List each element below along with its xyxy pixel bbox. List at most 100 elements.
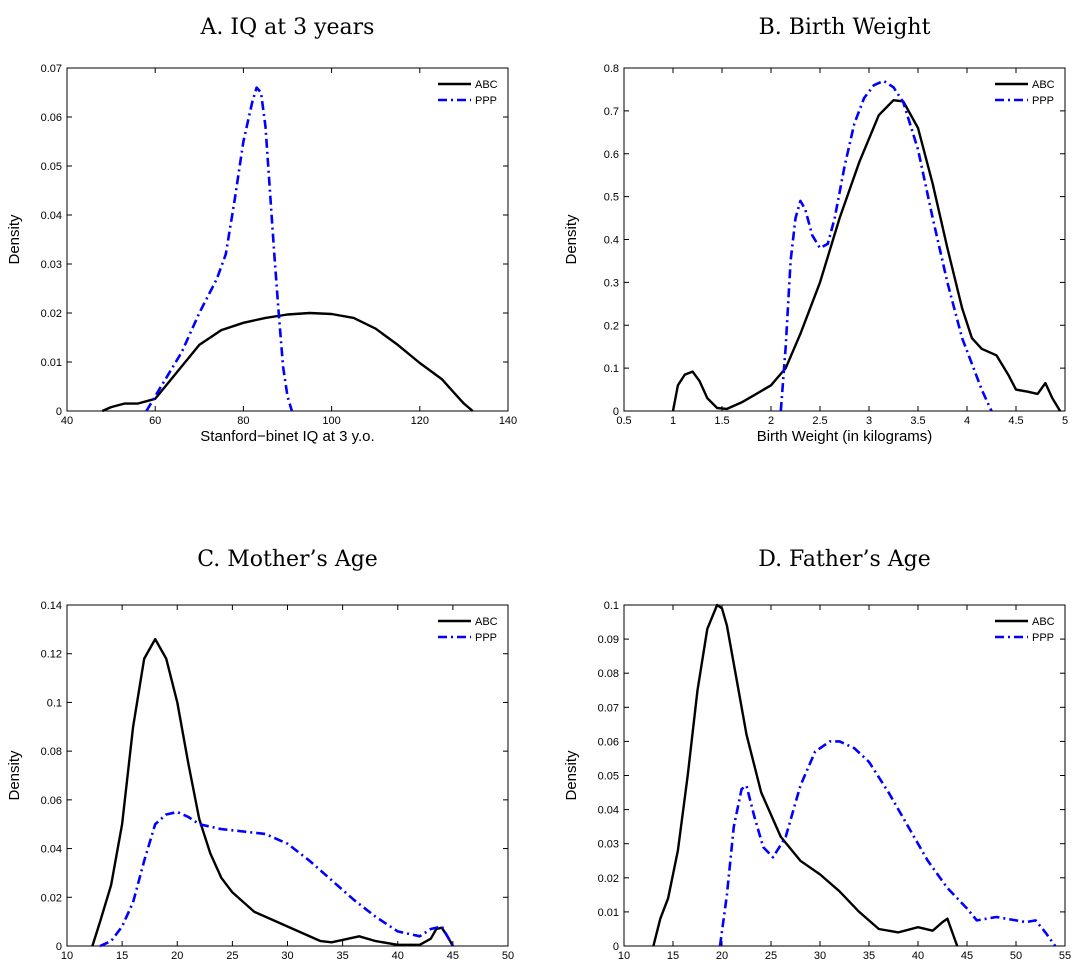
chart-c-axes-box bbox=[66, 604, 509, 947]
chart-d-xtick-label: 55 bbox=[1059, 950, 1071, 960]
chart-c-ylabel: Density bbox=[6, 750, 23, 801]
chart-a-ytick-label: 0.07 bbox=[41, 63, 62, 75]
chart-c-ytick-label: 0.04 bbox=[41, 844, 62, 856]
chart-c-xtick-label: 25 bbox=[226, 950, 238, 960]
chart-a-legend-abc-label: ABC bbox=[475, 79, 498, 91]
chart-d-series-ppp-line bbox=[718, 740, 1057, 947]
chart-d-xtick-label: 15 bbox=[667, 950, 679, 960]
chart-d-ytick-label: 0.06 bbox=[598, 736, 619, 748]
chart-b-xtick-label: 3 bbox=[866, 415, 872, 427]
chart-c-xtick-label: 40 bbox=[392, 950, 404, 960]
chart-b-ylabel: Density bbox=[563, 214, 580, 265]
chart-b-xtick-label: 3.5 bbox=[910, 415, 925, 427]
chart-b-ytick-label: 0.5 bbox=[604, 192, 619, 204]
chart-a-title: A. IQ at 3 years bbox=[200, 15, 375, 40]
chart-b-ytick-label: 0.3 bbox=[604, 277, 619, 289]
chart-a-xtick-label: 80 bbox=[237, 415, 249, 427]
chart-b-xtick-label: 2 bbox=[768, 415, 774, 427]
chart-b-xtick-label: 1.5 bbox=[714, 415, 729, 427]
chart-a-ytick-label: 0.06 bbox=[41, 112, 62, 124]
chart-c-xtick-label: 45 bbox=[447, 950, 459, 960]
chart-c-legend-abc-label: ABC bbox=[475, 616, 498, 628]
chart-c-xtick-label: 50 bbox=[502, 950, 514, 960]
chart-c: C. Mother’s Age 10 15 20 25 30 35 40 45 50 0 0.02 0.… bbox=[6, 547, 514, 960]
chart-a-legend-ppp-label: PPP bbox=[475, 95, 497, 107]
chart-a-xlabel: Stanford−binet IQ at 3 y.o. bbox=[200, 428, 374, 445]
chart-a-ytick-label: 0.01 bbox=[41, 357, 62, 369]
chart-d-ytick-label: 0 bbox=[613, 941, 619, 953]
chart-a-series-ppp-line bbox=[145, 86, 294, 412]
chart-d-xtick-label: 25 bbox=[765, 950, 777, 960]
chart-c-ytick-label: 0.14 bbox=[41, 600, 62, 612]
chart-a-series-abc-line bbox=[101, 311, 474, 413]
chart-b-series-abc-line bbox=[671, 98, 1062, 412]
chart-b-xtick-label: 0.5 bbox=[616, 415, 631, 427]
chart-d-ytick-label: 0.05 bbox=[598, 771, 619, 783]
chart-a-xtick-label: 140 bbox=[499, 415, 517, 427]
chart-a-ylabel: Density bbox=[6, 214, 23, 265]
chart-b-legend-ppp-label: PPP bbox=[1032, 95, 1054, 107]
chart-b-xlabel: Birth Weight (in kilograms) bbox=[757, 428, 933, 445]
chart-d-series-abc-line bbox=[652, 603, 959, 947]
chart-b-ytick-label: 0.7 bbox=[604, 106, 619, 118]
chart-b-ytick-label: 0.6 bbox=[604, 149, 619, 161]
chart-a-ytick-label: 0.05 bbox=[41, 161, 62, 173]
chart-c-legend-ppp-label: PPP bbox=[475, 632, 497, 644]
chart-a-axes-box bbox=[66, 67, 509, 412]
chart-b-ytick-label: 0 bbox=[613, 406, 619, 418]
chart-c-xtick-label: 15 bbox=[116, 950, 128, 960]
chart-a-xtick-label: 120 bbox=[411, 415, 429, 427]
chart-c-series-ppp-line bbox=[99, 810, 455, 948]
chart-d-ytick-label: 0.01 bbox=[598, 907, 619, 919]
chart-c-ytick-label: 0.08 bbox=[41, 746, 62, 758]
chart-a-ytick-label: 0.03 bbox=[41, 259, 62, 271]
chart-b-xtick-label: 1 bbox=[670, 415, 676, 427]
chart-a-ytick-label: 0 bbox=[56, 406, 62, 418]
chart-d-ytick-label: 0.08 bbox=[598, 668, 619, 680]
chart-a-xtick-label: 60 bbox=[149, 415, 161, 427]
chart-d-title: D. Father’s Age bbox=[758, 547, 931, 572]
chart-d-ytick-label: 0.1 bbox=[604, 600, 619, 612]
chart-b: B. Birth Weight 0.5 1 1.5 2 2.5 3 3.5 4 4.5 5 0 0.1 0… bbox=[563, 15, 1068, 445]
chart-d-xtick-label: 40 bbox=[912, 950, 924, 960]
chart-c-xtick-label: 20 bbox=[171, 950, 183, 960]
chart-c-xtick-label: 10 bbox=[61, 950, 73, 960]
chart-b-xtick-label: 4.5 bbox=[1008, 415, 1023, 427]
chart-c-ytick-label: 0.02 bbox=[41, 892, 62, 904]
chart-b-ytick-label: 0.1 bbox=[604, 363, 619, 375]
chart-d-xtick-label: 20 bbox=[716, 950, 728, 960]
chart-c-ytick-label: 0.06 bbox=[41, 795, 62, 807]
chart-d-ytick-label: 0.09 bbox=[598, 634, 619, 646]
chart-d-legend-abc-label: ABC bbox=[1032, 616, 1055, 628]
chart-b-ytick-label: 0.8 bbox=[604, 63, 619, 75]
chart-c-ytick-label: 0.12 bbox=[41, 649, 62, 661]
chart-d-ytick-label: 0.04 bbox=[598, 805, 619, 817]
chart-b-series-ppp-line bbox=[779, 79, 993, 412]
chart-d-xtick-label: 35 bbox=[863, 950, 875, 960]
chart-b-ytick-label: 0.4 bbox=[604, 235, 619, 247]
chart-b-legend-abc-label: ABC bbox=[1032, 79, 1055, 91]
chart-b-ytick-label: 0.2 bbox=[604, 320, 619, 332]
chart-a-xtick-label: 40 bbox=[61, 415, 73, 427]
chart-d-xtick-label: 50 bbox=[1010, 950, 1022, 960]
chart-b-xtick-label: 5 bbox=[1062, 415, 1068, 427]
chart-d: D. Father’s Age 10 15 20 25 30 35 40 45 50 55 0 0.01… bbox=[563, 547, 1071, 960]
chart-b-xtick-label: 2.5 bbox=[812, 415, 827, 427]
chart-a-ytick-label: 0.02 bbox=[41, 308, 62, 320]
chart-c-ytick-label: 0.1 bbox=[47, 697, 62, 709]
chart-d-xtick-label: 10 bbox=[618, 950, 630, 960]
chart-d-ytick-label: 0.07 bbox=[598, 702, 619, 714]
chart-c-series-abc-line bbox=[91, 637, 454, 947]
chart-c-ytick-label: 0 bbox=[56, 941, 62, 953]
chart-d-xtick-label: 45 bbox=[961, 950, 973, 960]
chart-d-ytick-label: 0.02 bbox=[598, 873, 619, 885]
chart-b-title: B. Birth Weight bbox=[759, 15, 931, 40]
chart-a-xtick-label: 100 bbox=[322, 415, 340, 427]
chart-c-xtick-label: 35 bbox=[337, 950, 349, 960]
chart-a-ytick-label: 0.04 bbox=[41, 210, 62, 222]
chart-d-legend-ppp-label: PPP bbox=[1032, 632, 1054, 644]
chart-c-title: C. Mother’s Age bbox=[197, 547, 378, 572]
chart-b-xtick-label: 4 bbox=[964, 415, 970, 427]
chart-c-xtick-label: 30 bbox=[281, 950, 293, 960]
